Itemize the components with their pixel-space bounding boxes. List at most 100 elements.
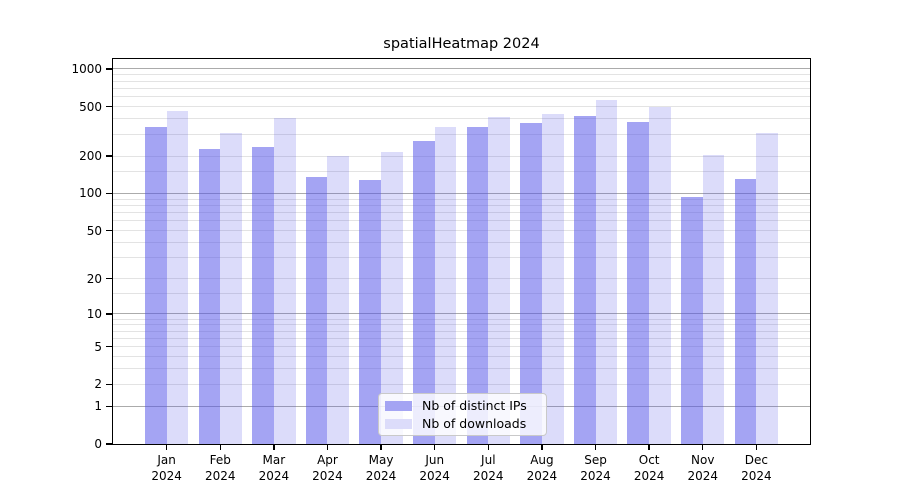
x-tick-label: Apr 2024 bbox=[295, 453, 359, 484]
x-tick-mark bbox=[380, 444, 382, 450]
x-tick-label-line: Jul bbox=[481, 453, 496, 467]
plot-area: Nb of distinct IPs Nb of downloads bbox=[111, 57, 812, 446]
x-tick-label-line: 2024 bbox=[204, 468, 236, 483]
x-tick-label-line: Mar bbox=[262, 453, 286, 467]
y-tick-mark bbox=[106, 346, 113, 348]
x-tick-mark bbox=[541, 444, 543, 450]
x-tick-label-line: 2024 bbox=[151, 468, 182, 483]
y-tick-mark bbox=[106, 313, 113, 315]
y-tick-label: 100 bbox=[79, 186, 102, 201]
bar-dec-ips bbox=[734, 178, 757, 444]
gridline-minor bbox=[113, 96, 810, 98]
gridline-minor bbox=[113, 155, 810, 157]
gridline-minor bbox=[113, 330, 810, 332]
gridline-minor bbox=[113, 318, 810, 320]
legend-swatch-distinct-ips bbox=[385, 400, 412, 411]
x-tick-label: May 2024 bbox=[349, 453, 413, 484]
bar-mar-ips bbox=[252, 147, 274, 444]
x-tick-label-line: Oct bbox=[638, 453, 660, 467]
bar-jun-ips bbox=[412, 141, 435, 444]
x-tick-label-line: May bbox=[368, 453, 394, 467]
chart-title: spatialHeatmap 2024 bbox=[383, 36, 540, 52]
y-tick-label: 20 bbox=[86, 271, 102, 286]
gridline-minor bbox=[113, 383, 810, 385]
y-tick-label: 2 bbox=[94, 377, 102, 392]
x-tick-label-line: Nov bbox=[691, 453, 715, 467]
x-tick-mark bbox=[219, 444, 221, 450]
y-tick-mark bbox=[106, 443, 113, 445]
gridline-minor bbox=[113, 346, 810, 348]
bar-jan-ips bbox=[144, 127, 167, 444]
legend-item-distinct-ips: Nb of distinct IPs bbox=[385, 397, 546, 413]
x-tick-label: Mar 2024 bbox=[242, 453, 306, 484]
gridline-minor bbox=[113, 356, 810, 358]
gridline-minor bbox=[113, 204, 810, 206]
y-tick-mark bbox=[106, 192, 113, 195]
gridline-minor bbox=[113, 337, 810, 339]
gridline-minor bbox=[113, 241, 810, 243]
gridline-minor bbox=[113, 87, 810, 89]
bar-may-ips bbox=[359, 179, 382, 444]
x-tick-mark bbox=[702, 444, 704, 450]
gridline-minor bbox=[113, 368, 810, 370]
bar-nov-ips bbox=[681, 197, 703, 444]
bar-aug-ips bbox=[520, 123, 542, 444]
legend-swatch-downloads bbox=[385, 418, 412, 429]
bar-jan-downloads bbox=[166, 111, 189, 444]
x-tick-label-line: 2024 bbox=[580, 468, 611, 483]
gridline-major bbox=[113, 68, 810, 70]
x-tick-label: Jun 2024 bbox=[403, 453, 467, 484]
x-tick-label-line: 2024 bbox=[473, 468, 504, 483]
gridline-minor bbox=[113, 198, 810, 200]
y-tick-label: 500 bbox=[79, 99, 102, 114]
x-tick-label-line: 2024 bbox=[312, 468, 343, 483]
gridline-minor bbox=[113, 118, 810, 120]
gridline-minor bbox=[113, 230, 810, 232]
y-tick-mark bbox=[106, 68, 113, 70]
bar-feb-downloads bbox=[220, 133, 242, 444]
x-tick-label: Aug 2024 bbox=[510, 453, 574, 484]
x-tick-label-line: 2024 bbox=[526, 468, 558, 483]
x-tick-mark bbox=[648, 444, 650, 450]
gridline-minor bbox=[113, 80, 810, 82]
x-tick-label-line: 2024 bbox=[365, 468, 397, 483]
x-tick-mark bbox=[273, 444, 275, 450]
gridline-minor bbox=[113, 106, 810, 108]
x-tick-label: Jul 2024 bbox=[456, 453, 520, 484]
x-tick-label: Feb 2024 bbox=[188, 453, 252, 484]
gridline-minor bbox=[113, 324, 810, 326]
bar-apr-ips bbox=[305, 176, 328, 444]
gridline-minor bbox=[113, 278, 810, 280]
x-tick-label: Sep 2024 bbox=[564, 453, 628, 484]
bar-aug-downloads bbox=[541, 114, 564, 444]
x-tick-label-line: Apr bbox=[317, 453, 338, 467]
legend: Nb of distinct IPs Nb of downloads bbox=[378, 393, 547, 436]
x-tick-label-line: 2024 bbox=[419, 468, 450, 483]
y-tick-mark bbox=[106, 405, 113, 408]
y-tick-label: 200 bbox=[79, 149, 102, 164]
gridline-minor bbox=[113, 292, 810, 294]
bar-sep-ips bbox=[573, 115, 596, 444]
x-tick-label: Dec 2024 bbox=[724, 453, 788, 484]
y-tick-label: 1000 bbox=[71, 61, 102, 76]
legend-label-distinct-ips: Nb of distinct IPs bbox=[422, 397, 527, 413]
gridline-minor bbox=[113, 257, 810, 259]
x-tick-mark bbox=[165, 444, 168, 450]
bar-jun-downloads bbox=[434, 126, 457, 444]
gridline-minor bbox=[113, 212, 810, 214]
x-tick-label: Jan 2024 bbox=[135, 453, 199, 484]
gridline-minor bbox=[113, 133, 810, 135]
x-tick-label-line: 2024 bbox=[687, 468, 719, 483]
bar-apr-downloads bbox=[327, 156, 350, 444]
bar-oct-downloads bbox=[649, 107, 671, 444]
bar-mar-downloads bbox=[273, 118, 296, 444]
y-tick-mark bbox=[106, 229, 113, 232]
y-tick-label: 50 bbox=[86, 223, 102, 238]
y-tick-mark bbox=[106, 105, 113, 108]
x-tick-label-line: Dec bbox=[744, 453, 768, 467]
x-tick-mark bbox=[433, 444, 436, 450]
gridline-minor bbox=[113, 74, 810, 76]
gridline-minor bbox=[113, 171, 810, 173]
x-tick-label-line: 2024 bbox=[633, 468, 665, 483]
x-tick-label-line: Aug bbox=[530, 453, 554, 467]
